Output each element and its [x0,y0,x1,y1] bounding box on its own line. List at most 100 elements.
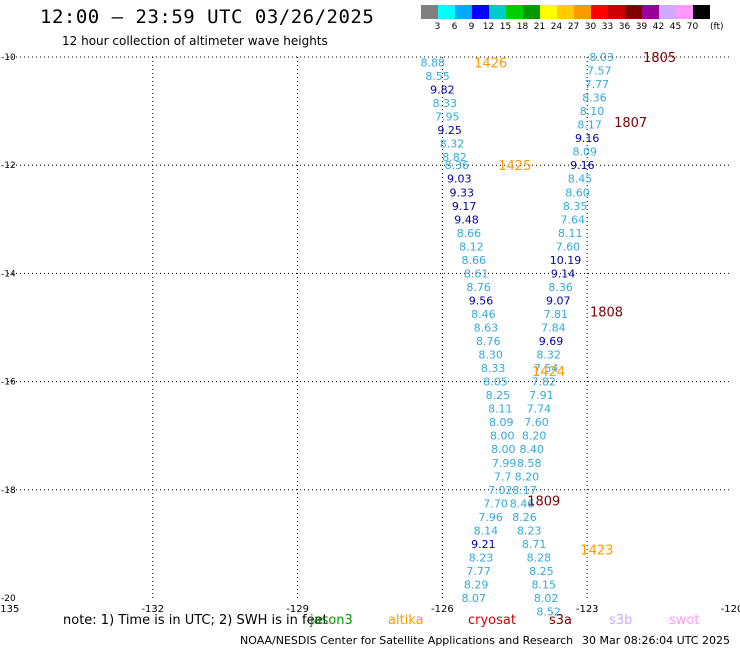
wave-height-value: 7.57 [587,65,612,78]
satellite-name: swot [669,613,700,628]
legend-label: 39 [635,22,648,32]
wave-height-value: 8.66 [457,227,482,240]
legend-swatch [659,5,676,19]
wave-height-value: 8.52 [536,606,561,619]
legend-label: 9 [468,22,475,32]
wave-height-value: 7.96 [478,511,503,524]
wave-height-value: 7.70 [483,497,508,510]
wave-height-value: 8.60 [565,186,590,199]
wave-height-value: 7.91 [529,389,554,402]
wave-height-value: 8.36 [445,159,470,172]
wave-height-value: 8.14 [474,524,499,537]
legend-swatch [421,5,438,19]
y-tick-label: -16 [1,378,16,388]
legend-label: 45 [669,22,682,32]
y-tick-label: -14 [1,269,16,279]
wave-height-value: 8.10 [580,105,605,118]
x-tick-label: -129 [286,604,309,615]
y-tick-label: -10 [1,53,16,63]
legend-label: 42 [652,22,665,32]
wave-height-value: 8.66 [462,254,487,267]
wave-height-value: 9.69 [539,335,564,348]
wave-height-value: 8.76 [466,281,491,294]
wave-height-value: 8.58 [517,457,542,470]
pass-time-label: 1425 [498,159,531,174]
wave-height-value: 8.32 [440,138,465,151]
wave-height-value: 8.33 [433,97,458,110]
wave-height-value: 8.03 [589,51,614,64]
wave-height-value: 7.74 [527,403,552,416]
legend-swatch [506,5,523,19]
wave-height-value: 8.76 [476,335,501,348]
wave-height-value: 8.09 [489,416,514,429]
legend-label: 33 [601,22,614,32]
legend-label: 15 [499,22,512,32]
x-tick-label: -123 [576,604,599,615]
pass-time-label: 1808 [590,305,623,320]
legend-swatch [574,5,591,19]
wave-height-value: 9.25 [437,124,462,137]
wave-height-value: 9.03 [447,173,472,186]
wave-height-value: 8.02 [534,592,559,605]
wave-height-value: 9.21 [471,538,496,551]
satellite-name: altika [388,613,424,628]
satellite-name: s3a [549,613,573,628]
legend-swatch [472,5,489,19]
wave-height-value: 8.55 [425,70,450,83]
y-tick-label: -18 [1,486,16,496]
wave-height-value: 9.33 [449,186,474,199]
wave-height-value: 8.12 [459,240,484,253]
satellite-list: jason3 altika cryosat s3a s3b swot [0,613,740,631]
legend-label: 27 [567,22,580,32]
legend-swatch [642,5,659,19]
wave-height-value: 8.20 [515,470,540,483]
chart-subtitle: 12 hour collection of altimeter wave hei… [62,34,328,48]
wave-height-value: 8.07 [462,592,487,605]
pass-time-label: 1423 [580,543,613,558]
legend-swatch [455,5,472,19]
wave-height-value: 8.23 [517,524,542,537]
wave-height-value: 9.48 [454,213,479,226]
wave-height-value: 8.32 [536,349,561,362]
legend-label: 6 [451,22,458,32]
wave-height-value: 8.36 [582,92,607,105]
wave-height-value: 8.20 [522,430,547,443]
legend-swatch [540,5,557,19]
wave-height-value: 8.09 [573,146,598,159]
wave-height-value: 8.15 [532,578,557,591]
legend-label: 12 [482,22,495,32]
wave-height-value: 8.46 [510,497,535,510]
legend-swatch [676,5,693,19]
legend-label: 3 [434,22,441,32]
wave-height-value: 9.16 [570,159,595,172]
wave-height-value: 8.00 [490,430,515,443]
wave-height-value: 9.17 [452,200,477,213]
wave-height-value: 8.05 [483,376,508,389]
x-tick-label: -135 [0,604,19,615]
wave-height-value: 7.81 [544,308,569,321]
wave-height-value: 8.33 [481,362,506,375]
legend-swatch [438,5,455,19]
x-tick-label: -120 [721,604,740,615]
legend-swatch [489,5,506,19]
wave-height-value: 9.82 [430,83,455,96]
wave-height-value: 9.16 [575,132,600,145]
wave-height-value: 9.14 [551,267,576,280]
wave-height-value: 8.30 [478,349,503,362]
wave-height-value: 8.25 [486,389,511,402]
wave-height-value: 8.26 [512,511,537,524]
wave-height-value: 8.29 [464,578,489,591]
wave-height-value: 8.40 [519,443,544,456]
legend-label: 21 [533,22,546,32]
pass-time-label: 1424 [532,365,565,380]
legend-swatch [591,5,608,19]
x-tick-label: -126 [431,604,454,615]
wave-height-value: 8.36 [548,281,573,294]
pass-time-label: 1805 [643,51,676,66]
wave-height-value: 8.61 [464,267,489,280]
credit-text: NOAA/NESDIS Center for Satellite Applica… [240,634,574,647]
legend-swatch [608,5,625,19]
legend-swatch [557,5,574,19]
wave-height-value: 10.19 [550,254,582,267]
